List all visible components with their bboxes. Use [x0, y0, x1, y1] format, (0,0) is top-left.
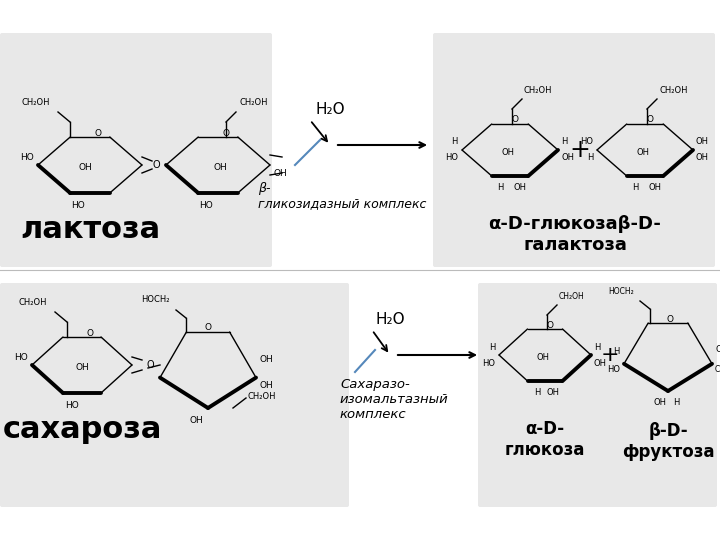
Text: H: H — [594, 342, 600, 352]
Text: O: O — [94, 129, 102, 138]
Text: H₂O: H₂O — [375, 313, 405, 327]
Text: H: H — [672, 398, 679, 407]
Text: HO: HO — [607, 364, 620, 374]
Text: +: + — [570, 138, 590, 162]
FancyBboxPatch shape — [0, 33, 272, 267]
Text: HO: HO — [71, 201, 85, 210]
FancyBboxPatch shape — [0, 283, 349, 507]
Text: OH: OH — [78, 163, 92, 172]
Text: OH: OH — [513, 183, 526, 192]
Text: CH₂OH: CH₂OH — [559, 292, 585, 301]
Text: OH: OH — [213, 163, 227, 172]
Text: O: O — [86, 328, 94, 338]
Text: CH₂OH: CH₂OH — [248, 392, 276, 401]
Text: HO: HO — [445, 153, 458, 163]
Text: OH: OH — [260, 355, 274, 364]
FancyBboxPatch shape — [478, 283, 717, 507]
Text: H: H — [561, 138, 567, 146]
Text: CH₂OH: CH₂OH — [715, 364, 720, 374]
Text: HO: HO — [199, 201, 213, 210]
Text: H: H — [451, 138, 458, 146]
Text: O: O — [222, 129, 230, 138]
Text: β-D-
фруктоза: β-D- фруктоза — [622, 422, 714, 461]
Text: H: H — [489, 342, 495, 352]
Text: OH: OH — [594, 359, 607, 368]
Text: H: H — [534, 388, 540, 397]
Text: CH₂OH: CH₂OH — [22, 98, 50, 107]
Text: HO: HO — [65, 401, 79, 410]
Text: CH₂OH: CH₂OH — [524, 86, 552, 95]
Text: лактоза: лактоза — [20, 215, 160, 245]
Text: OH: OH — [274, 168, 288, 178]
Text: H: H — [613, 348, 620, 356]
Text: OH: OH — [260, 381, 274, 389]
Text: O: O — [204, 323, 212, 333]
Text: OH: OH — [502, 148, 515, 157]
Text: OH: OH — [189, 416, 203, 425]
Text: O: O — [511, 116, 518, 125]
Text: O: O — [546, 321, 554, 329]
Text: CH₂OH: CH₂OH — [19, 298, 47, 307]
Text: O: O — [647, 116, 654, 125]
Text: HO: HO — [482, 359, 495, 368]
Text: HO: HO — [580, 138, 593, 146]
Text: CH₂OH: CH₂OH — [240, 98, 269, 107]
Text: OH: OH — [636, 148, 649, 157]
Text: OH: OH — [649, 183, 662, 192]
Text: OH: OH — [561, 153, 574, 163]
Text: OH: OH — [715, 345, 720, 354]
Text: OH: OH — [654, 398, 667, 407]
Text: OH: OH — [536, 353, 549, 362]
Text: OH: OH — [696, 153, 709, 163]
Text: CH₂OH: CH₂OH — [659, 86, 688, 95]
Text: α-D-глюкозаβ-D-
галактоза: α-D-глюкозаβ-D- галактоза — [489, 215, 662, 254]
Text: β-
гликозидазный комплекс: β- гликозидазный комплекс — [258, 182, 426, 210]
Text: HO: HO — [20, 152, 34, 161]
Text: O: O — [146, 360, 154, 370]
Text: OH: OH — [546, 388, 559, 397]
Text: OH: OH — [696, 138, 709, 146]
Text: H₂O: H₂O — [315, 103, 345, 118]
Text: +: + — [600, 345, 619, 365]
Text: HOCH₂: HOCH₂ — [142, 295, 170, 304]
Text: сахароза: сахароза — [2, 415, 162, 444]
Text: OH: OH — [75, 363, 89, 372]
Text: Сахаразо-
изомальтазный
комплекс: Сахаразо- изомальтазный комплекс — [340, 378, 449, 421]
Text: H: H — [587, 153, 593, 163]
Text: HO: HO — [14, 353, 28, 361]
Text: HOCH₂: HOCH₂ — [608, 287, 634, 296]
Text: O: O — [152, 160, 160, 170]
Text: α-D-
глюкоза: α-D- глюкоза — [505, 420, 585, 459]
Text: H: H — [497, 183, 503, 192]
Text: H: H — [632, 183, 638, 192]
Text: O: O — [667, 314, 673, 323]
FancyBboxPatch shape — [433, 33, 715, 267]
